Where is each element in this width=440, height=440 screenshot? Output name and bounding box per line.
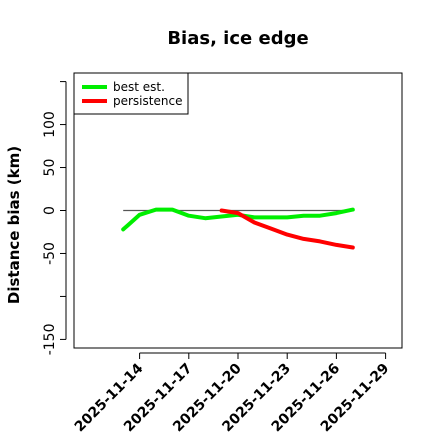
- y-axis-label: Distance bias (km): [5, 146, 23, 304]
- y-tick-label: 0: [42, 206, 58, 215]
- legend: best est.persistence: [73, 72, 189, 115]
- chart-title: Bias, ice edge: [167, 28, 308, 49]
- series-line-persistence: [219, 208, 355, 250]
- legend-label: persistence: [113, 94, 182, 108]
- series-layer: [121, 207, 355, 250]
- legend-label: best est.: [113, 80, 165, 94]
- plot-frame: [73, 72, 403, 349]
- y-axis: -150 -50 0 50 100: [42, 81, 67, 356]
- legend-box: [73, 72, 189, 115]
- y-tick-label: 50: [42, 159, 58, 177]
- y-tick-label: 100: [42, 111, 58, 138]
- y-tick-label: -50: [42, 242, 58, 265]
- y-tick-label: -150: [42, 324, 58, 356]
- x-axis: 2025-11-142025-11-172025-11-202025-11-23…: [72, 352, 392, 435]
